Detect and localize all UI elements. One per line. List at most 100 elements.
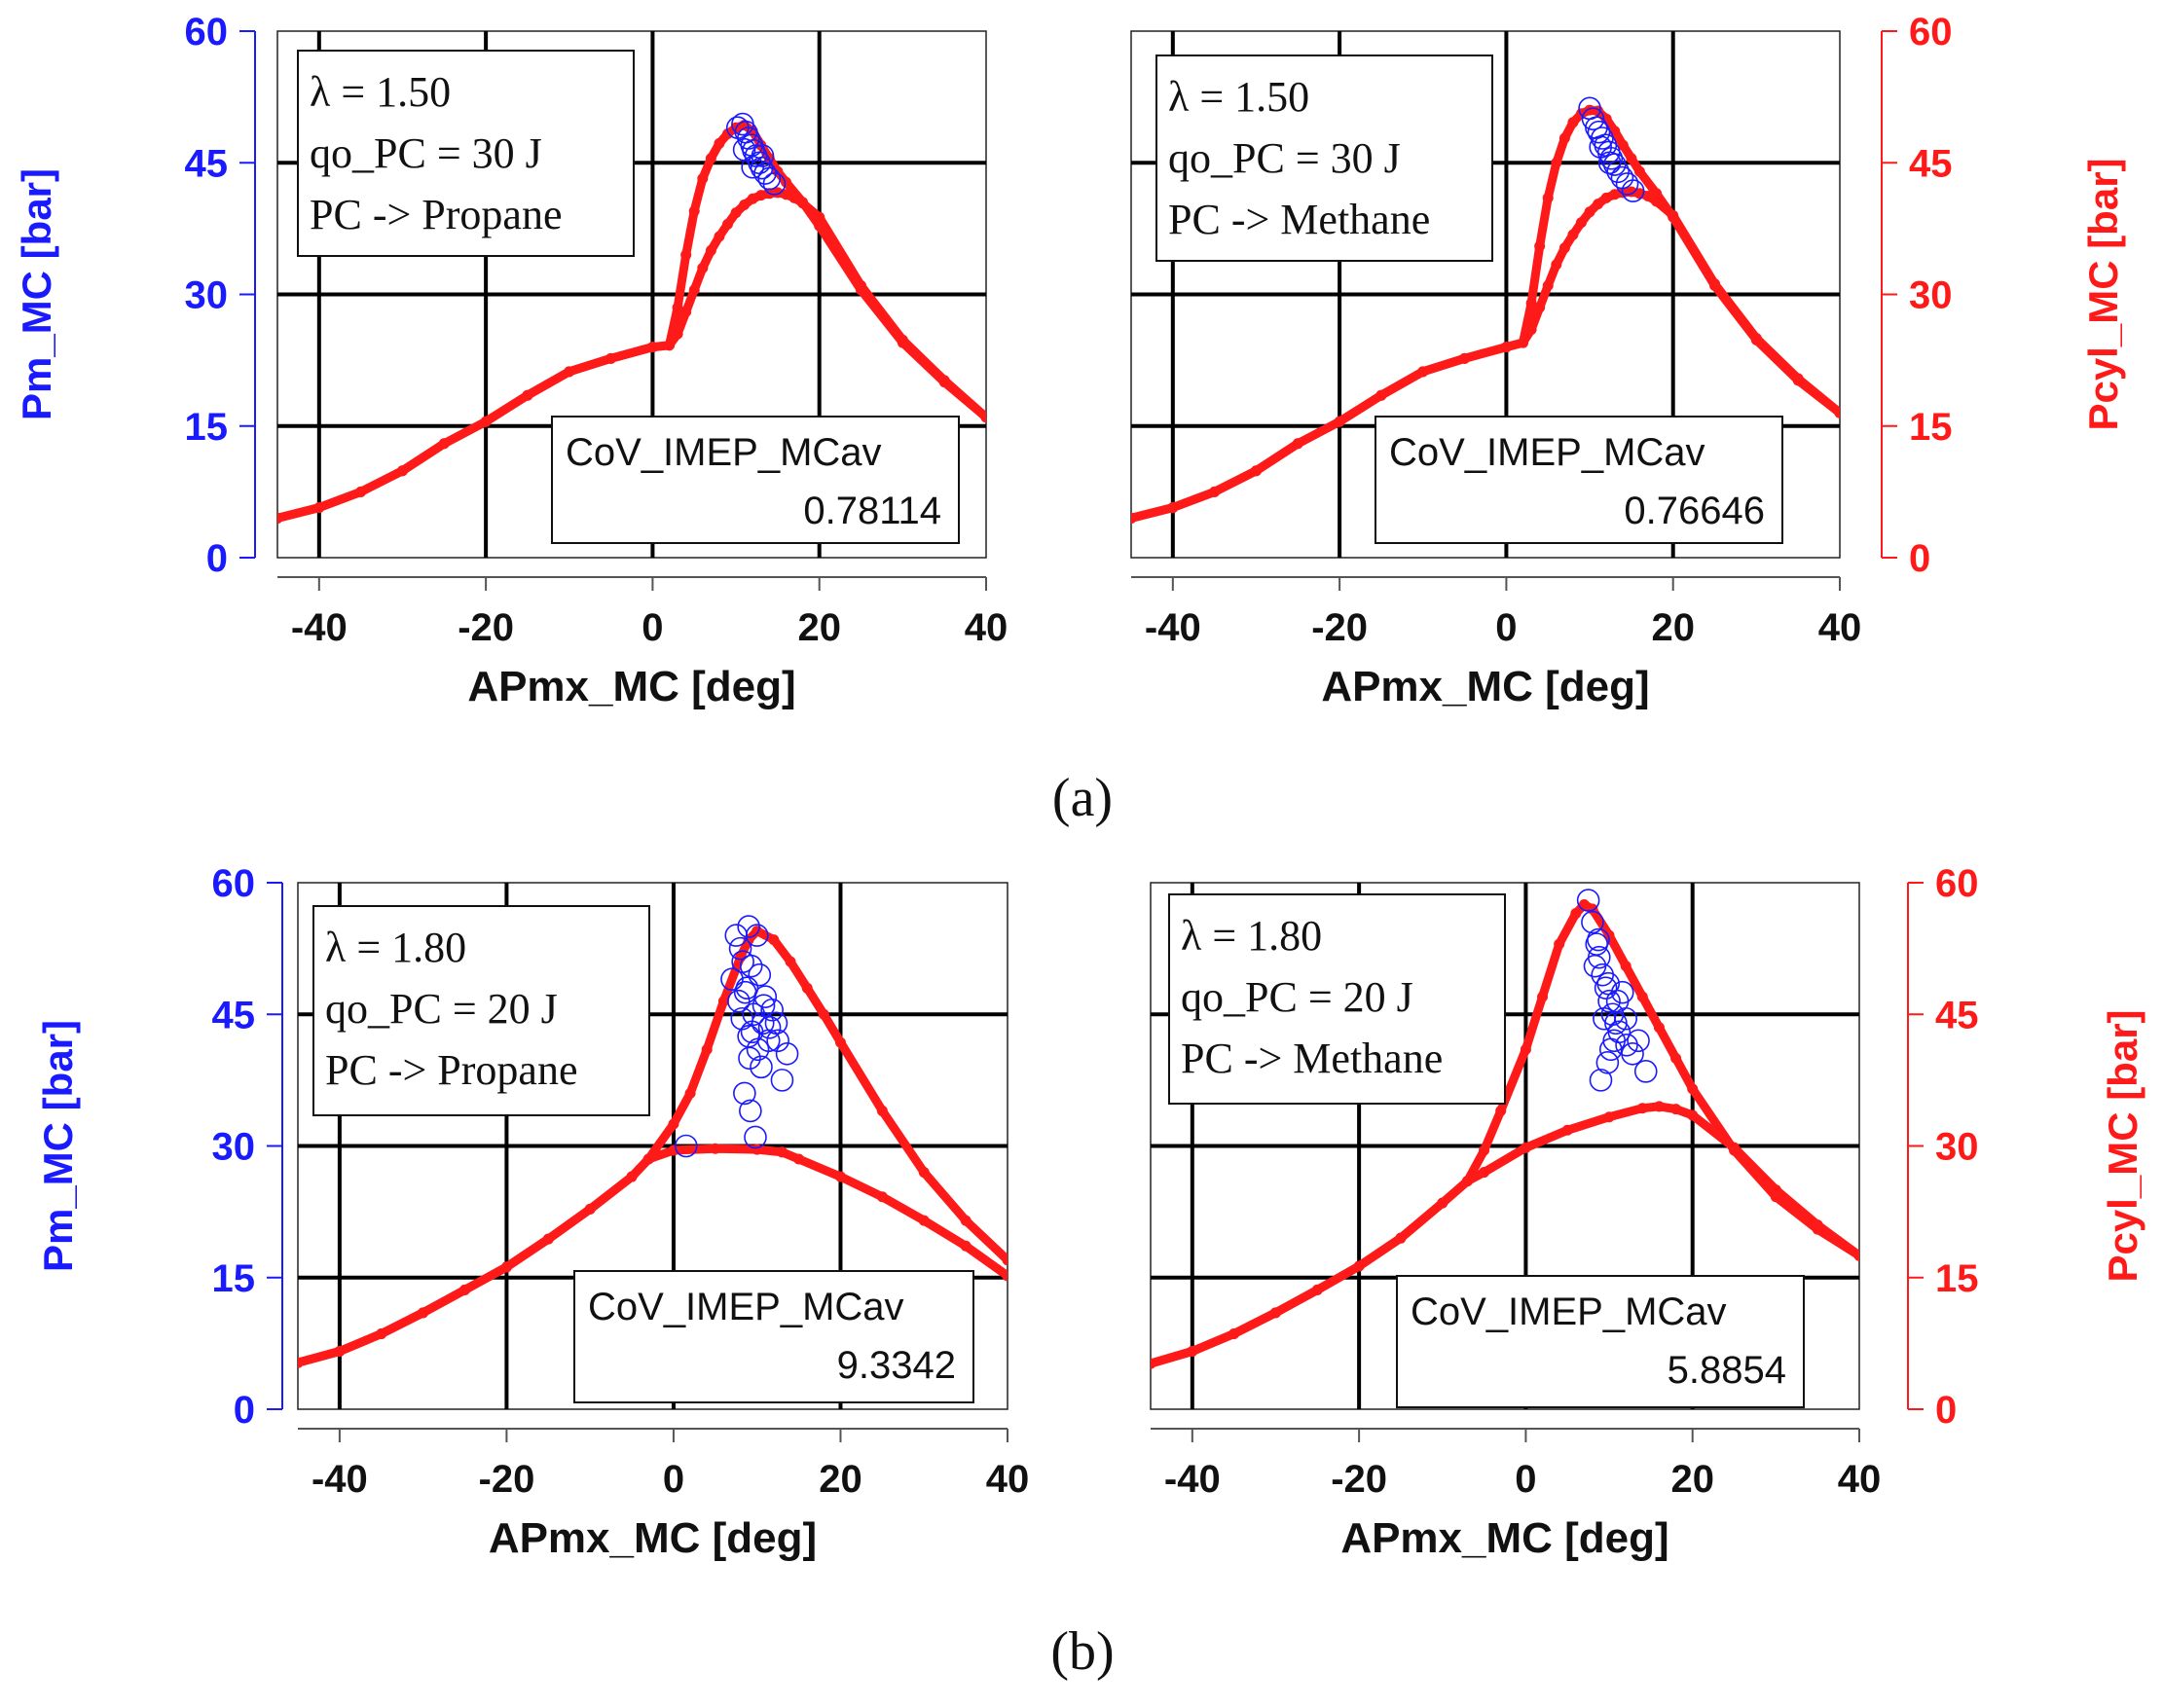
cycle-data-point bbox=[745, 924, 769, 947]
pressure-trace-point bbox=[1479, 1167, 1490, 1179]
cov-label: CoV_IMEP_MCav bbox=[588, 1286, 904, 1328]
cycle-data-point bbox=[746, 1037, 770, 1062]
y-tick-label: 60 bbox=[1909, 11, 1953, 54]
pressure-trace-point bbox=[701, 1043, 713, 1055]
pressure-trace-point bbox=[1534, 302, 1546, 313]
pressure-trace-point bbox=[1353, 1260, 1365, 1272]
pressure-trace-point bbox=[1636, 991, 1648, 1002]
pressure-trace-point bbox=[1609, 189, 1621, 200]
pressure-trace-point bbox=[1525, 324, 1537, 336]
annotation-line: qo_PC = 20 J bbox=[1181, 973, 1413, 1021]
pressure-trace-point bbox=[1461, 1176, 1473, 1187]
pressure-trace-point bbox=[1558, 242, 1570, 254]
pressure-trace-point bbox=[705, 153, 716, 164]
cycle-data-point bbox=[1581, 910, 1604, 934]
chart-panel-4: -40 -20 0 20 40 APmx_MC [deg] 0 15 30 45 60 Pcyl_MC… bbox=[1150, 862, 2145, 1562]
x-tick-label: -20 bbox=[458, 606, 514, 649]
pressure-trace-point bbox=[1002, 1254, 1008, 1266]
x-tick-label: 40 bbox=[965, 606, 1008, 649]
pressure-trace-point bbox=[714, 231, 725, 242]
pressure-trace-point bbox=[1551, 259, 1562, 271]
pressure-trace-point bbox=[1554, 938, 1565, 950]
pressure-trace-point bbox=[1812, 1219, 1823, 1231]
y-axis-label: Pm_MC [bar] bbox=[35, 1020, 81, 1272]
pressure-trace-point bbox=[1600, 192, 1612, 203]
pressure-trace-point bbox=[1567, 229, 1579, 240]
pressure-trace-point bbox=[797, 198, 809, 209]
annotation-line: PC -> Propane bbox=[310, 191, 562, 238]
pressure-trace-point bbox=[1636, 1103, 1648, 1114]
pressure-trace-point bbox=[1002, 1270, 1008, 1282]
pressure-trace-point bbox=[814, 211, 825, 223]
pressure-trace-point bbox=[1575, 217, 1587, 229]
cov-value: 5.8854 bbox=[1668, 1349, 1786, 1392]
pressure-trace-point bbox=[664, 340, 676, 351]
cov-value: 9.3342 bbox=[837, 1344, 956, 1387]
cycle-data-point bbox=[748, 963, 772, 987]
pressure-trace-point bbox=[980, 412, 986, 423]
cycle-data-point bbox=[1633, 1060, 1658, 1083]
annotation-line: λ = 1.80 bbox=[1181, 912, 1322, 960]
cycle-data-point bbox=[728, 936, 752, 961]
annotation-line: λ = 1.50 bbox=[310, 68, 451, 116]
pressure-trace-point bbox=[1668, 209, 1679, 221]
pressure-trace-point bbox=[688, 284, 700, 296]
pressure-trace-point bbox=[1417, 366, 1429, 378]
cycle-data-point bbox=[1597, 151, 1622, 175]
pressure-trace-point bbox=[298, 1357, 304, 1368]
pressure-trace-point bbox=[1187, 1345, 1198, 1357]
cov-value: 0.78114 bbox=[803, 490, 941, 532]
pressure-trace-point bbox=[717, 996, 729, 1007]
pressure-trace-point bbox=[1729, 1142, 1741, 1153]
x-tick-label: 40 bbox=[1818, 606, 1862, 649]
y-tick-label: 15 bbox=[185, 406, 229, 449]
cycle-data-point bbox=[733, 1081, 756, 1106]
cov-box: CoV_IMEP_MCav 0.76646 bbox=[1375, 416, 1783, 544]
x-tick-label: 40 bbox=[1838, 1458, 1882, 1501]
x-tick-label: 40 bbox=[986, 1458, 1030, 1501]
pressure-trace-point bbox=[697, 262, 709, 273]
x-axis-label: APmx_MC [deg] bbox=[1340, 1514, 1668, 1562]
pressure-trace-point bbox=[834, 1171, 846, 1182]
annotation-box: λ = 1.80 qo_PC = 20 J PC -> Propane bbox=[312, 905, 650, 1116]
cycle-data-point bbox=[1587, 120, 1611, 144]
cycle-data-point bbox=[757, 1015, 782, 1039]
pressure-trace-point bbox=[1792, 373, 1804, 384]
y-axis-label: Pm_MC [bar] bbox=[14, 168, 59, 420]
annotation-box: λ = 1.50 qo_PC = 30 J PC -> Propane bbox=[297, 50, 635, 257]
y-tick-label: 0 bbox=[206, 537, 228, 580]
pressure-trace-point bbox=[334, 1345, 346, 1357]
annotation-line: qo_PC = 30 J bbox=[1168, 134, 1401, 182]
pressure-trace-point bbox=[1584, 206, 1595, 218]
pressure-trace-point bbox=[418, 1307, 429, 1319]
pressure-trace-point bbox=[788, 192, 800, 203]
pressure-trace-point bbox=[714, 137, 725, 149]
pressure-trace-point bbox=[500, 1261, 512, 1273]
pressure-trace-point bbox=[605, 352, 617, 364]
pressure-trace-point bbox=[1537, 991, 1549, 1002]
cycle-data-point bbox=[738, 1046, 761, 1071]
cycle-data-point bbox=[1598, 1037, 1623, 1062]
pressure-trace-point bbox=[752, 926, 763, 937]
pressure-trace-point bbox=[542, 1233, 554, 1245]
cycle-data-point bbox=[1597, 989, 1621, 1013]
pressure-trace-point bbox=[1642, 191, 1654, 202]
annotation-box: λ = 1.50 qo_PC = 30 J PC -> Methane bbox=[1155, 55, 1493, 262]
pressure-trace-point bbox=[646, 342, 658, 353]
pressure-trace-point bbox=[785, 956, 796, 967]
cycle-data-point bbox=[1583, 954, 1607, 978]
pressure-trace-point bbox=[876, 1191, 888, 1203]
pressure-trace-point bbox=[584, 1203, 596, 1215]
pressure-trace-point bbox=[721, 218, 733, 230]
x-tick-label: 20 bbox=[797, 606, 841, 649]
x-tick-label: 0 bbox=[1495, 606, 1517, 649]
pressure-trace-point bbox=[710, 1143, 721, 1154]
figure-label-b: (b) bbox=[1050, 1621, 1114, 1682]
pressure-trace-point bbox=[834, 1036, 846, 1048]
y-tick-label: 30 bbox=[1935, 1126, 1979, 1169]
cov-label: CoV_IMEP_MCav bbox=[1411, 1290, 1727, 1333]
pressure-trace-point bbox=[1653, 1101, 1665, 1112]
cycle-data-point bbox=[752, 994, 776, 1018]
annotation-line: λ = 1.50 bbox=[1168, 73, 1309, 121]
pressure-trace-point bbox=[897, 334, 908, 345]
